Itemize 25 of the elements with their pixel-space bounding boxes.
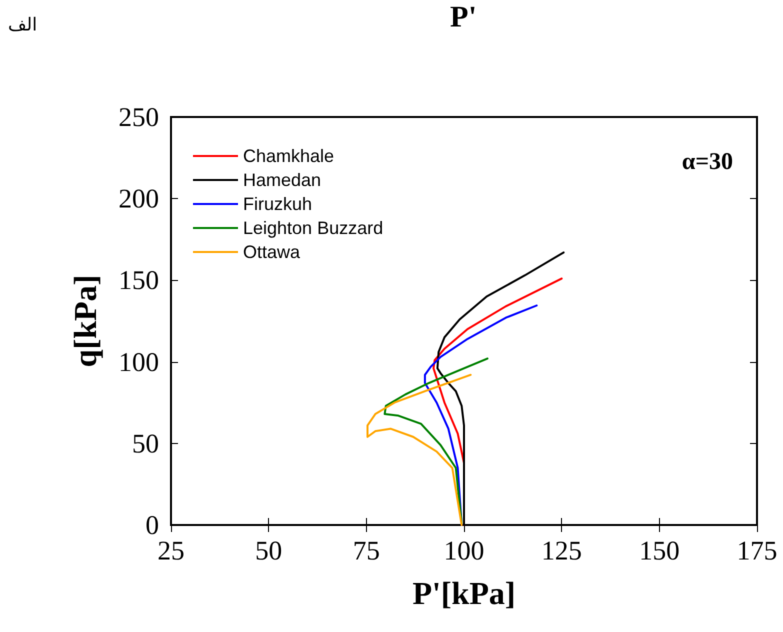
text: P' [450, 0, 477, 34]
y-tick-label: 50 [132, 428, 159, 458]
y-tick-label: 100 [118, 346, 159, 377]
x-tick-label: 150 [639, 536, 680, 566]
text: الف [8, 14, 38, 36]
y-tick-label: 150 [118, 265, 159, 296]
x-tick-label: 25 [158, 536, 184, 566]
x-tick-label: 125 [541, 536, 582, 566]
y-tick-label: 250 [118, 102, 159, 132]
x-tick-label: 100 [444, 536, 484, 566]
x-axis-title: P'[kPa] [412, 575, 516, 611]
x-tick-label: 50 [255, 536, 282, 566]
legend-label: Firuzkuh [243, 194, 312, 214]
y-tick-label: 200 [118, 184, 159, 214]
legend-label: Ottawa [243, 242, 302, 262]
line-series [384, 358, 488, 524]
annotation: α=30 [682, 149, 734, 175]
x-tick-label: 75 [352, 536, 380, 566]
y-tick-label: 0 [146, 510, 159, 540]
x-tick-label: 175 [736, 536, 778, 566]
y-axis-title: q[kPa] [67, 274, 103, 368]
legend-label: Leighton Buzzard [243, 218, 384, 238]
legend-label: Chamkhale [243, 146, 334, 166]
line-series [366, 374, 472, 526]
legend-label: Hamedan [243, 170, 322, 190]
